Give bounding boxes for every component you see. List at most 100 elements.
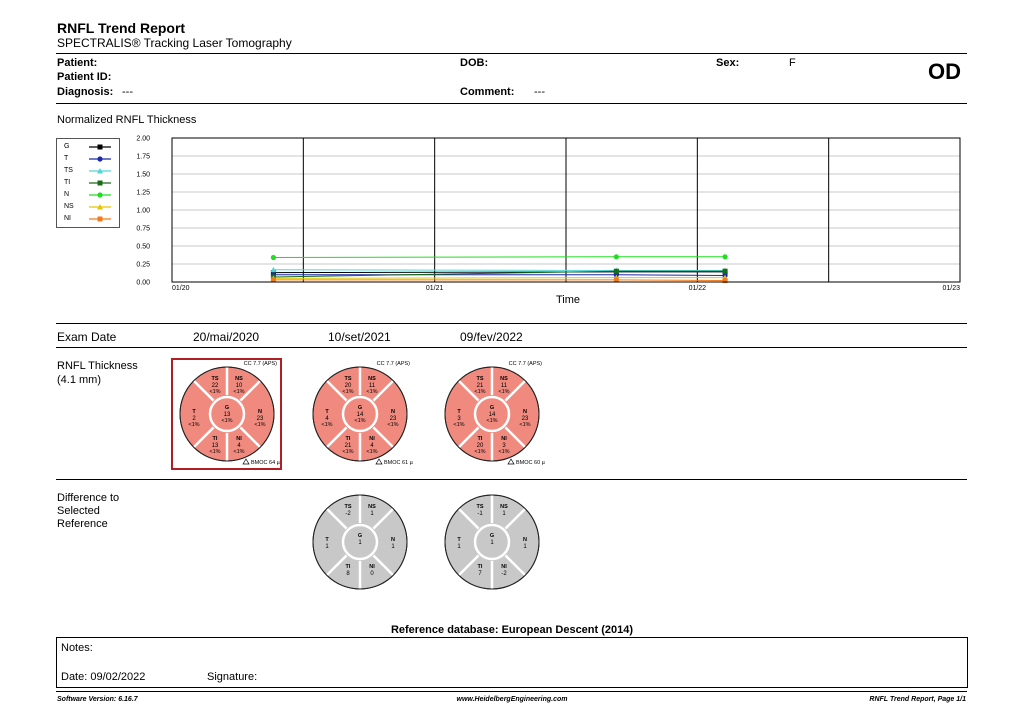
sector-diagram: TS21<1%NS11<1%T3<1%G14<1%N23<1%TI20<1%NI…	[444, 361, 550, 466]
chart-grid	[171, 137, 961, 283]
sector-value: 3	[457, 416, 461, 422]
series-line-ni	[273, 279, 726, 282]
reference-database: Reference database: European Descent (20…	[390, 624, 634, 636]
sector-divider	[325, 554, 348, 577]
sector-name: NI	[501, 564, 507, 570]
sector-ni: NI4<1%	[233, 436, 244, 455]
global-sector	[473, 523, 511, 561]
sector-divider	[325, 426, 348, 449]
sector-value: -2	[501, 571, 507, 577]
sector-divider	[372, 379, 395, 402]
sector-name: N	[258, 409, 262, 415]
sector-g: G14<1%	[354, 405, 365, 424]
sector-value: 23	[522, 416, 529, 422]
sector-t: T1	[325, 537, 329, 550]
divider	[56, 53, 967, 54]
difference-diagram-2[interactable]: TS -1 NS 1 T 1 G 1 N 1 TI 7 NI -2	[440, 490, 545, 595]
sector-name: G	[358, 533, 362, 539]
sector-t: T1	[457, 537, 461, 550]
difference-label-line1: Difference to	[57, 492, 120, 504]
sector-percentile: <1%	[342, 389, 353, 395]
y-tick-label: 0.00	[136, 280, 150, 287]
sector-value: 7	[478, 571, 482, 577]
sector-percentile: <1%	[498, 389, 509, 395]
sector-value: 1	[358, 540, 362, 546]
sector-name: N	[391, 409, 395, 415]
thickness-diagram-3[interactable]: TS 21 <1% NS 11 <1% T 3 <1% G 14 <1% N 23 <1% TI 20 <1% NI…	[440, 360, 550, 468]
legend-item-ti: TI	[57, 177, 119, 189]
x-tick-label: 01/22	[689, 285, 707, 292]
sector-g: G13<1%	[221, 405, 232, 424]
sector-divider	[192, 426, 215, 449]
sector-name: T	[457, 537, 461, 543]
sector-divider	[457, 379, 480, 402]
y-axis-ticks: 2.00 1.75 1.50 1.25 1.00 0.75 0.50 0.25 0.00	[136, 136, 150, 287]
sector-value: 0	[370, 571, 374, 577]
thickness-diagram-2[interactable]: TS 20 <1% NS 11 <1% T 4 <1% G 14 <1% N 23 <1% TI 21 <1% NI…	[308, 360, 418, 468]
difference-label-line3: Reference	[57, 518, 108, 530]
series-line-g	[273, 271, 726, 274]
legend-item-n: N	[57, 189, 119, 201]
sector-value: 21	[345, 443, 352, 449]
bmo-icon	[507, 458, 515, 465]
sector-percentile: <1%	[498, 449, 509, 455]
series-n	[270, 254, 728, 261]
exam-date-1: 20/mai/2020	[193, 330, 260, 344]
divider	[56, 103, 967, 104]
plot-frame	[171, 137, 961, 283]
legend-label: TI	[64, 179, 71, 186]
legend-label: TS	[64, 167, 73, 174]
sector-value: 11	[369, 383, 376, 389]
sector-percentile: <1%	[486, 418, 497, 424]
global-sector	[341, 395, 379, 433]
sector-name: N	[523, 409, 527, 415]
trend-chart: 2.00 1.75 1.50 1.25 1.00 0.75 0.50 0.25 0.00 01/…	[136, 136, 961, 292]
legend-swatch	[89, 180, 111, 186]
sector-name: TS	[344, 376, 351, 382]
divider	[56, 691, 967, 692]
sector-percentile: <1%	[209, 389, 220, 395]
sector-g: G1	[358, 533, 362, 546]
series-ni	[270, 277, 728, 284]
sector-n: N1	[391, 537, 395, 550]
scan-circle-label: CC 7.7 (APS)	[509, 361, 542, 367]
thickness-diagram-1[interactable]: TS 22 <1% NS 10 <1% T 2 <1% G 13 <1% N 23 <1% TI 13 <1% NI…	[175, 360, 285, 468]
sector-value: 1	[523, 544, 527, 550]
sector-percentile: <1%	[188, 422, 199, 428]
sector-value: 3	[502, 443, 506, 449]
sector-divider	[325, 379, 348, 402]
global-sector	[208, 395, 246, 433]
sector-divider	[372, 426, 395, 449]
sector-divider	[504, 554, 527, 577]
sector-percentile: <1%	[209, 449, 220, 455]
legend-swatch	[89, 216, 111, 222]
sector-t: T2<1%	[188, 409, 199, 428]
website-link[interactable]: www.HeidelbergEngineering.com	[456, 696, 568, 703]
sector-value: 23	[257, 416, 264, 422]
sector-divider	[457, 507, 480, 530]
legend-item-t: T	[57, 153, 119, 165]
x-tick-label: 01/23	[942, 285, 960, 292]
sector-divider	[325, 507, 348, 530]
exam-date-2: 10/set/2021	[328, 330, 391, 344]
sector-name: NI	[236, 436, 242, 442]
sector-percentile: <1%	[342, 449, 353, 455]
sector-name: N	[523, 537, 527, 543]
report-title: RNFL Trend Report	[57, 20, 186, 36]
sector-percentile: <1%	[474, 389, 485, 395]
sector-value: 1	[391, 544, 395, 550]
sector-percentile: <1%	[321, 422, 332, 428]
difference-diagram-1[interactable]: TS -2 NS 1 T 1 G 1 N 1 TI 8 NI 0	[308, 490, 413, 595]
diagnosis-label: Diagnosis:	[57, 86, 114, 98]
sector-name: G	[358, 405, 362, 411]
selected-reference-frame[interactable]	[171, 358, 282, 470]
sector-name: T	[457, 409, 461, 415]
sector-name: NI	[501, 436, 507, 442]
sector-value: 14	[489, 412, 496, 418]
sector-percentile: <1%	[254, 422, 265, 428]
sector-value: 4	[370, 443, 374, 449]
